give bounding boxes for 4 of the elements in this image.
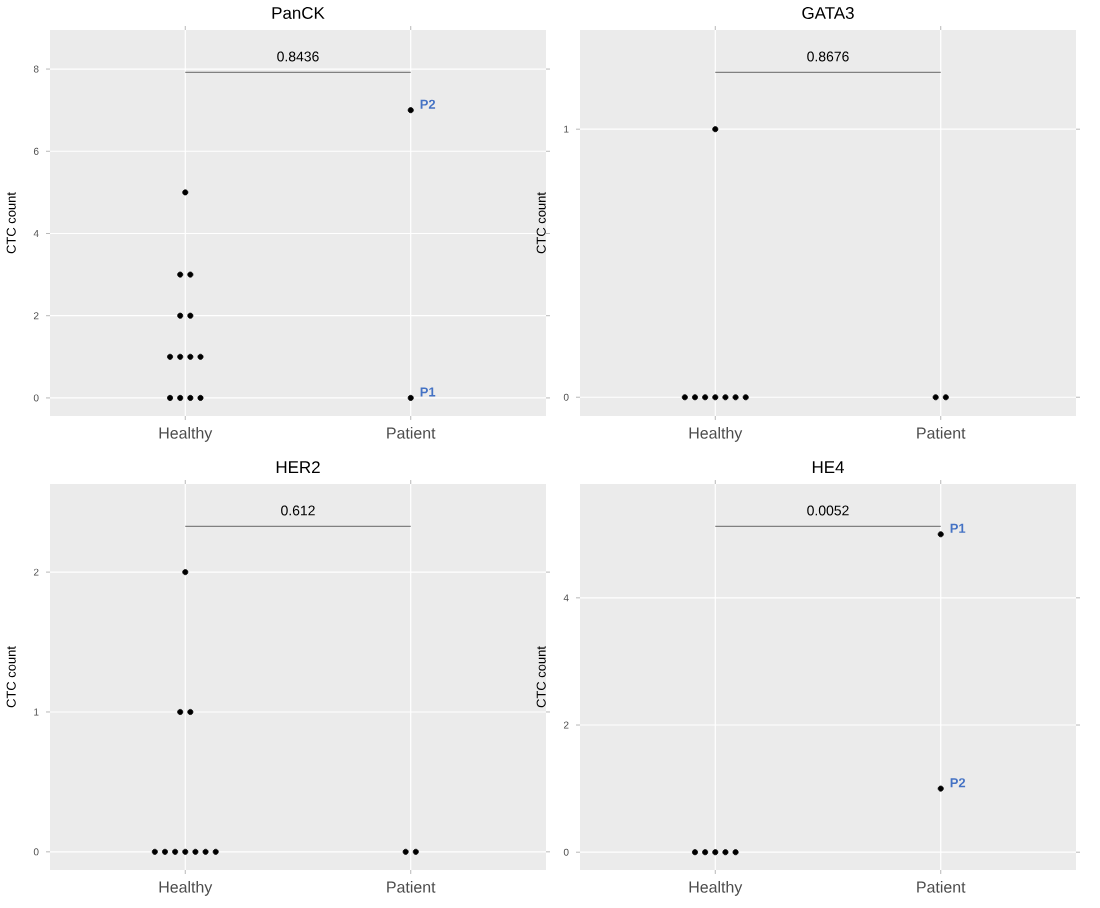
chart-title: HER2 [276, 461, 320, 473]
chart-title: HE4 [812, 461, 844, 473]
chart-title: GATA3 [802, 7, 854, 19]
chart-title: PanCK [272, 7, 325, 19]
